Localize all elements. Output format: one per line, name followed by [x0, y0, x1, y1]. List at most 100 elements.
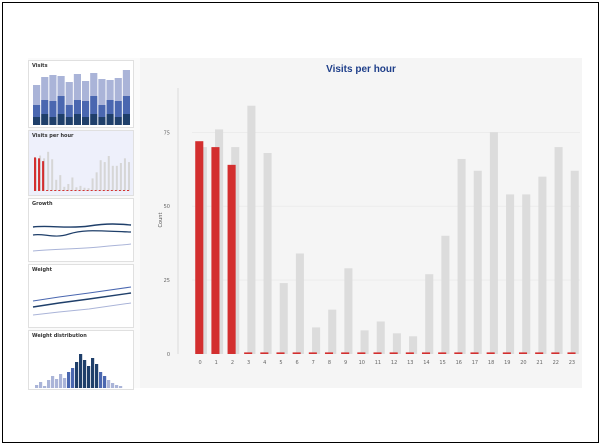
- chart-title: Visits per hour: [326, 64, 396, 75]
- mini-bar: [122, 96, 130, 114]
- x-tick-label: 7: [312, 360, 315, 366]
- mini-bar: [98, 117, 106, 125]
- sidebar-item-label: Growth: [32, 201, 53, 207]
- mini-bar: [71, 368, 75, 388]
- mini-bar: [58, 190, 61, 191]
- bar-red: [357, 352, 366, 354]
- x-tick-label: 9: [344, 360, 347, 366]
- bar-gray: [376, 321, 385, 354]
- bar-gray: [247, 105, 256, 354]
- bar-gray: [392, 333, 401, 354]
- mini-bar: [90, 73, 98, 96]
- bar-gray: [457, 158, 466, 354]
- mini-bar: [114, 117, 122, 125]
- bar-red: [227, 164, 236, 354]
- mini-bar: [65, 82, 73, 105]
- bar-gray: [344, 268, 353, 354]
- bar-red: [567, 352, 576, 354]
- x-tick-label: 5: [279, 360, 282, 366]
- bar-gray: [295, 253, 304, 354]
- bar-gray: [489, 132, 498, 354]
- mini-bar: [95, 172, 98, 191]
- mini-bar: [67, 184, 70, 191]
- sidebar-item-visits[interactable]: Visits: [28, 60, 134, 128]
- bar-red: [454, 352, 463, 354]
- mini-bar: [49, 75, 57, 101]
- x-tick-label: 0: [198, 360, 201, 366]
- bar-red: [518, 352, 528, 354]
- mini-bar: [94, 190, 97, 191]
- bar-gray: [570, 170, 579, 354]
- mini-bar: [73, 100, 81, 114]
- bar-red: [405, 352, 414, 354]
- mini-bar: [90, 96, 98, 114]
- sidebar-item-weight-distribution[interactable]: Weight distribution: [28, 330, 134, 390]
- mini-bar: [33, 117, 41, 125]
- mini-bar: [57, 76, 65, 96]
- bar-red: [324, 352, 334, 354]
- mini-line: [32, 292, 132, 308]
- bar-gray: [506, 194, 515, 354]
- x-tick-label: 21: [536, 360, 542, 366]
- mini-bar: [99, 160, 102, 191]
- mini-bar: [91, 178, 94, 191]
- bar-red: [470, 352, 479, 354]
- mini-bar: [107, 380, 111, 388]
- mini-bar: [83, 360, 87, 388]
- x-tick-label: 6: [295, 360, 298, 366]
- y-tick-label: 0: [167, 352, 170, 358]
- sidebar: Visits Visits per hour Growth Weight Wei…: [28, 60, 136, 390]
- sidebar-item-label: Weight: [32, 267, 52, 273]
- mini-bar: [102, 190, 105, 191]
- bar-red: [341, 352, 350, 354]
- x-tick-label: 20: [520, 360, 526, 366]
- mini-bar: [98, 105, 106, 117]
- mini-bar: [55, 179, 58, 191]
- sidebar-item-visits-per-hour[interactable]: Visits per hour: [28, 130, 134, 196]
- sidebar-item-weight[interactable]: Weight: [28, 264, 134, 328]
- mini-bar: [114, 190, 117, 191]
- mini-bar: [111, 383, 115, 388]
- y-tick-label: 75: [164, 130, 170, 136]
- x-tick-label: 2: [231, 360, 234, 366]
- mini-bar: [79, 185, 82, 191]
- weight-thumbnail: [32, 286, 132, 316]
- x-tick-label: 15: [439, 360, 445, 366]
- mini-bar: [103, 162, 106, 191]
- visits-per-hour-thumbnail: [34, 151, 130, 191]
- bar-red: [276, 352, 285, 354]
- sidebar-item-growth[interactable]: Growth: [28, 198, 134, 262]
- mini-bar: [106, 190, 109, 191]
- mini-bar: [49, 117, 57, 125]
- x-tick-label: 1: [215, 360, 218, 366]
- mini-line: [32, 230, 132, 237]
- bar-gray: [279, 283, 288, 354]
- bar-red: [195, 141, 204, 354]
- mini-bar: [114, 101, 122, 117]
- mini-bar: [34, 157, 37, 191]
- mini-bar: [111, 165, 114, 191]
- x-tick-label: 4: [263, 360, 266, 366]
- mini-bar: [33, 85, 41, 105]
- mini-bar: [46, 190, 49, 191]
- bar-red: [260, 352, 269, 354]
- bar-gray: [312, 327, 321, 354]
- mini-bar: [43, 386, 47, 388]
- mini-bar: [35, 385, 39, 388]
- mini-bar: [115, 165, 118, 191]
- y-axis-label: Count: [158, 213, 164, 228]
- growth-thumbnail: [32, 223, 132, 252]
- mini-bar: [50, 190, 53, 191]
- x-tick-label: 16: [456, 360, 462, 366]
- bar-red: [486, 352, 495, 354]
- x-tick-label: 23: [569, 360, 575, 366]
- mini-bar: [83, 187, 86, 191]
- mini-bar: [115, 385, 119, 388]
- mini-bar: [106, 114, 114, 125]
- mini-bar: [51, 159, 54, 191]
- x-tick-label: 18: [488, 360, 494, 366]
- mini-bar: [63, 378, 67, 388]
- mini-bar: [103, 376, 107, 388]
- mini-bar: [98, 190, 101, 191]
